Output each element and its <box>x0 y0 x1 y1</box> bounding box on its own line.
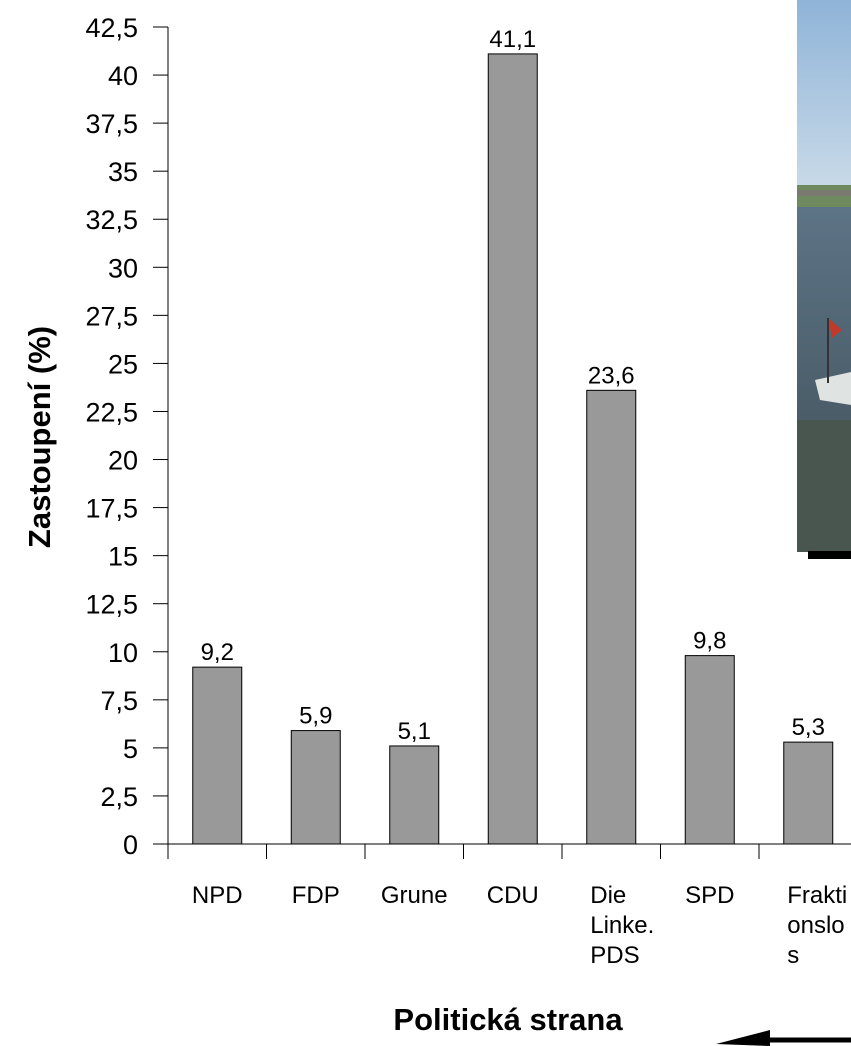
y-tick-label: 37,5 <box>85 109 138 139</box>
y-tick-label: 22,5 <box>85 397 138 427</box>
y-axis-title: Zastoupení (%) <box>22 326 57 548</box>
river-photo <box>797 0 851 559</box>
category-label: FDP <box>292 882 340 909</box>
data-label: 41,1 <box>489 26 536 53</box>
data-labels: 9,2 5,9 5,1 41,1 23,6 9,8 5,3 <box>201 26 825 745</box>
y-tick-label: 7,5 <box>100 686 138 716</box>
y-tick-label: 35 <box>108 157 138 187</box>
y-tick-label: 15 <box>108 542 138 572</box>
category-labels: NPD FDP Grune CDU Die Linke. PDS SPD Frakti onslo… <box>192 882 847 969</box>
y-tick-label: 40 <box>108 61 138 91</box>
y-tick-label: 0 <box>123 830 138 860</box>
y-tick-label: 27,5 <box>85 301 138 331</box>
bar <box>487 53 538 845</box>
bar <box>290 730 341 845</box>
data-label: 5,3 <box>792 714 825 741</box>
arrow-icon <box>716 1030 851 1046</box>
y-tick-label: 42,5 <box>85 13 138 43</box>
bar <box>684 655 735 845</box>
y-tick-label: 2,5 <box>100 782 138 812</box>
category-label: SPD <box>685 882 734 909</box>
data-label: 23,6 <box>588 362 635 389</box>
bar <box>192 666 243 845</box>
y-tick-label: 20 <box>108 446 138 476</box>
y-tick-label: 12,5 <box>85 590 138 620</box>
category-label: Frakti onslo s <box>787 882 847 969</box>
bars <box>192 53 834 845</box>
data-label: 9,2 <box>201 639 234 666</box>
data-label: 9,8 <box>693 628 726 655</box>
category-label: Die Linke. PDS <box>590 882 654 969</box>
y-tick-label: 30 <box>108 253 138 283</box>
y-tick-label: 17,5 <box>85 494 138 524</box>
x-axis-title: Politická strana <box>393 1002 623 1037</box>
category-label: CDU <box>487 882 539 909</box>
data-label: 5,1 <box>398 718 431 745</box>
y-tick-label: 10 <box>108 638 138 668</box>
bar <box>389 745 440 845</box>
x-axis <box>167 843 851 859</box>
data-label: 5,9 <box>299 703 332 730</box>
y-tick-label: 5 <box>123 734 138 764</box>
bar <box>586 389 637 845</box>
category-label: Grune <box>381 882 448 909</box>
y-axis: 0 2,5 5 7,5 10 12,5 15 17,5 20 22,5 25 27,5 30 32,5 35… <box>85 13 169 860</box>
y-tick-label: 32,5 <box>85 205 138 235</box>
y-tick-label: 25 <box>108 349 138 379</box>
category-label: NPD <box>192 882 243 909</box>
bar <box>783 741 834 845</box>
